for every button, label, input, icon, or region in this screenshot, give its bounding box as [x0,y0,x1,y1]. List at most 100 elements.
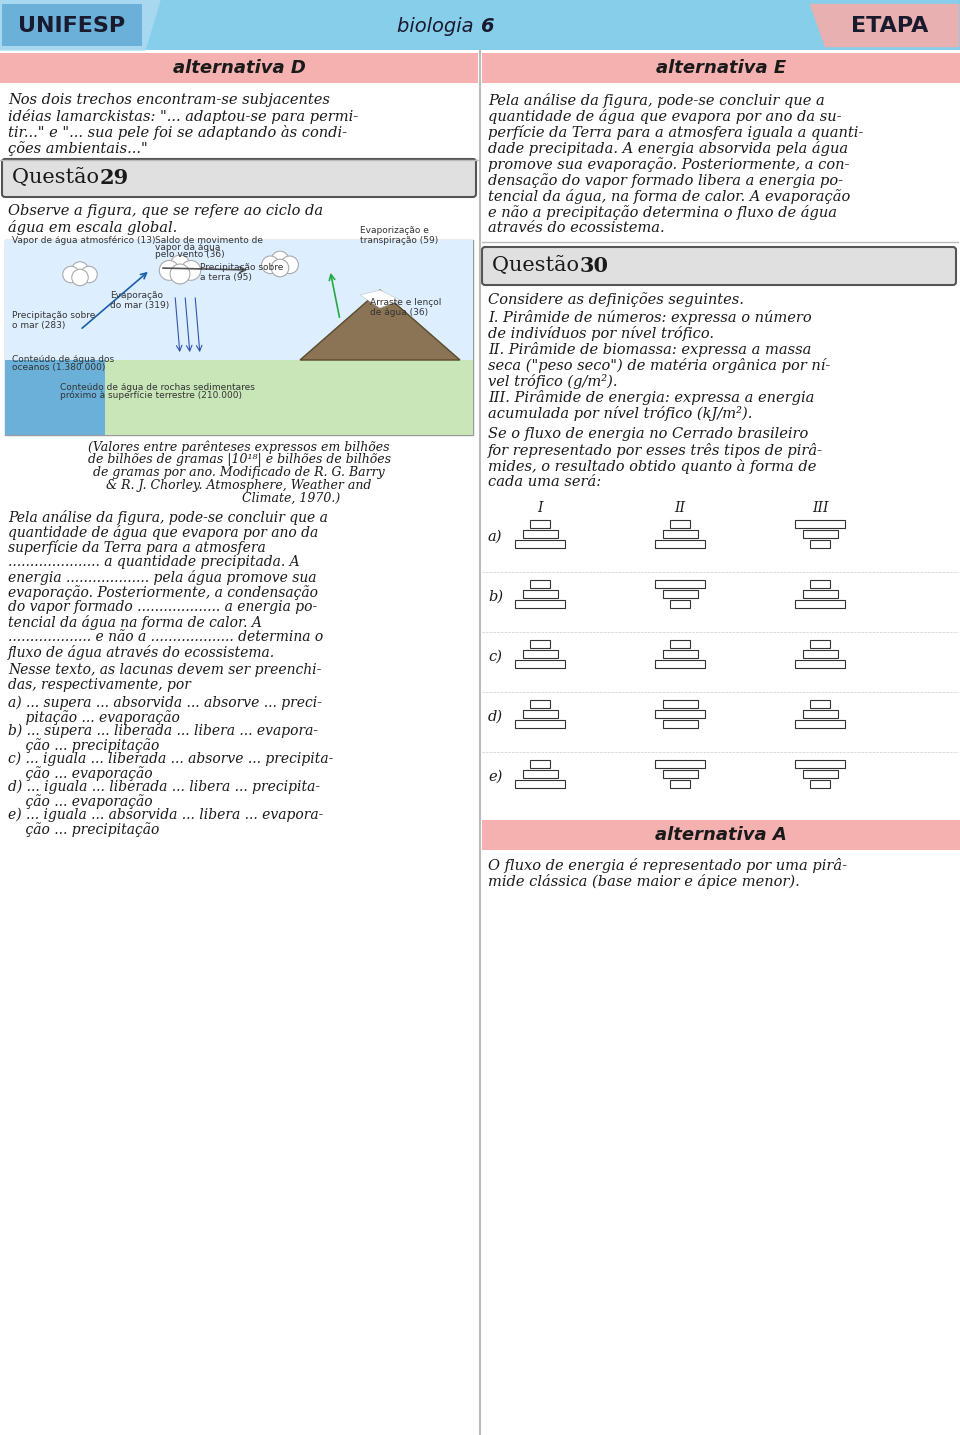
Text: b) ... supera ... liberada ... libera ... evapora-: b) ... supera ... liberada ... libera ..… [8,725,318,739]
Bar [795,761,845,768]
Bar [803,530,837,538]
Bar [803,710,837,718]
Text: tir..." e "... sua pele foi se adaptando às condi-: tir..." e "... sua pele foi se adaptando… [8,125,348,141]
Text: a): a) [488,530,502,544]
Text: tencial da água na forma de calor. A: tencial da água na forma de calor. A [8,616,262,630]
Bar [5,360,105,435]
Text: Pela análise da figura, pode-se concluir que a: Pela análise da figura, pode-se concluir… [8,509,328,525]
Text: Questão: Questão [12,168,106,188]
Text: quantidade de água que evapora por ano da: quantidade de água que evapora por ano d… [8,525,319,540]
Bar [522,650,558,659]
Bar [0,0,960,50]
Text: Pela análise da figura, pode-se concluir que a: Pela análise da figura, pode-se concluir… [488,93,825,108]
Text: densação do vapor formado libera a energia po-: densação do vapor formado libera a energ… [488,174,843,188]
Bar [515,781,565,788]
Text: III: III [812,501,828,515]
Text: 6: 6 [480,16,493,36]
Text: ções ambientais...": ções ambientais..." [8,141,148,156]
Circle shape [170,264,190,284]
Text: tencial da água, na forma de calor. A evaporação: tencial da água, na forma de calor. A ev… [488,189,851,204]
Polygon shape [300,290,460,360]
Text: Se o fluxo de energia no Cerrado brasileiro: Se o fluxo de energia no Cerrado brasile… [488,428,808,441]
Text: b): b) [488,590,503,604]
Text: Considere as definições seguintes.: Considere as definições seguintes. [488,291,744,307]
Text: próximo à superfície terrestre (210.000): próximo à superfície terrestre (210.000) [60,390,242,400]
Bar [662,590,698,598]
Text: 29: 29 [100,168,130,188]
Text: ção ... evaporação: ção ... evaporação [8,794,153,809]
Bar [530,519,550,528]
Circle shape [180,261,201,280]
Text: quantidade de água que evapora por ano da su-: quantidade de água que evapora por ano d… [488,109,842,123]
Text: energia ................... pela água promove sua: energia ................... pela água pr… [8,570,317,585]
Text: mide clássica (base maior e ápice menor).: mide clássica (base maior e ápice menor)… [488,874,800,890]
FancyBboxPatch shape [2,159,476,197]
Text: pitação ... evaporação: pitação ... evaporação [8,710,180,725]
Circle shape [62,267,80,283]
Bar [5,360,473,435]
Text: perfície da Terra para a atmosfera iguala a quanti-: perfície da Terra para a atmosfera igual… [488,125,863,141]
Bar [522,530,558,538]
Text: evaporação. Posteriormente, a condensação: evaporação. Posteriormente, a condensaçã… [8,585,318,600]
Text: II. Pirâmide de biomassa: expressa a massa: II. Pirâmide de biomassa: expressa a mas… [488,342,811,357]
Text: das, respectivamente, por: das, respectivamente, por [8,677,191,692]
Bar [530,640,550,649]
Text: UNIFESP: UNIFESP [18,16,126,36]
Circle shape [159,261,180,280]
Text: superfície da Terra para a atmosfera: superfície da Terra para a atmosfera [8,540,266,555]
Circle shape [81,267,97,283]
Text: Nos dois trechos encontram-se subjacentes: Nos dois trechos encontram-se subjacente… [8,93,330,108]
Text: mides, o resultado obtido quanto à forma de: mides, o resultado obtido quanto à forma… [488,459,816,474]
Bar [670,600,690,608]
Text: dade precipitada. A energia absorvida pela água: dade precipitada. A energia absorvida pe… [488,141,848,156]
Bar [662,700,698,707]
Text: (Valores entre parênteses expressos em bilhões: (Valores entre parênteses expressos em b… [88,441,390,453]
Text: alternativa E: alternativa E [656,59,786,77]
Bar [522,710,558,718]
Text: cada uma será:: cada uma será: [488,475,601,489]
Circle shape [271,260,289,277]
Circle shape [271,251,289,268]
Text: III. Pirâmide de energia: expressa a energia: III. Pirâmide de energia: expressa a ene… [488,390,814,405]
Text: de gramas por ano. Modificado de R. G. Barry: de gramas por ano. Modificado de R. G. B… [93,466,385,479]
Circle shape [170,255,190,276]
Bar [515,540,565,548]
Text: ção ... evaporação: ção ... evaporação [8,766,153,781]
Bar [515,720,565,728]
Polygon shape [0,0,160,50]
Bar [795,519,845,528]
Bar [670,640,690,649]
Text: água em escala global.: água em escala global. [8,220,178,235]
Bar [5,240,473,360]
Text: idéias lamarckistas: "... adaptou-se para permi-: idéias lamarckistas: "... adaptou-se par… [8,109,358,123]
Bar [810,700,830,707]
Text: d) ... iguala ... liberada ... libera ... precipita-: d) ... iguala ... liberada ... libera ..… [8,781,320,795]
Text: vel trófico (g/m²).: vel trófico (g/m²). [488,375,617,389]
FancyBboxPatch shape [482,247,956,286]
Bar [803,590,837,598]
Text: Vapor de água atmosférico (13): Vapor de água atmosférico (13) [12,235,156,245]
Text: alternativa A: alternativa A [655,827,787,844]
Text: através do ecossistema.: através do ecossistema. [488,221,664,235]
Text: Conteúdo de água dos: Conteúdo de água dos [12,354,114,364]
Text: Questão: Questão [492,257,586,276]
Circle shape [261,255,279,274]
Text: e) ... iguala ... absorvida ... libera ... evapora-: e) ... iguala ... absorvida ... libera .… [8,808,324,822]
Text: 30: 30 [580,255,609,276]
Text: d): d) [488,710,503,725]
Bar [655,540,705,548]
Text: II: II [675,501,685,515]
Bar [655,710,705,718]
Text: I. Pirâmide de números: expressa o número: I. Pirâmide de números: expressa o númer… [488,310,811,324]
Text: a) ... supera ... absorvida ... absorve ... preci-: a) ... supera ... absorvida ... absorve … [8,696,322,710]
Bar [515,600,565,608]
Bar [795,720,845,728]
Text: biologia: biologia [397,16,480,36]
Bar [803,771,837,778]
Bar [482,819,960,850]
Text: Climate, 1970.): Climate, 1970.) [138,492,340,505]
Text: seca ("peso seco") de matéria orgânica por ní-: seca ("peso seco") de matéria orgânica p… [488,357,830,373]
Text: I: I [538,501,542,515]
Text: Arraste e lençol
de água (36): Arraste e lençol de água (36) [370,297,442,317]
Text: de indivíduos por nível trófico.: de indivíduos por nível trófico. [488,326,714,342]
